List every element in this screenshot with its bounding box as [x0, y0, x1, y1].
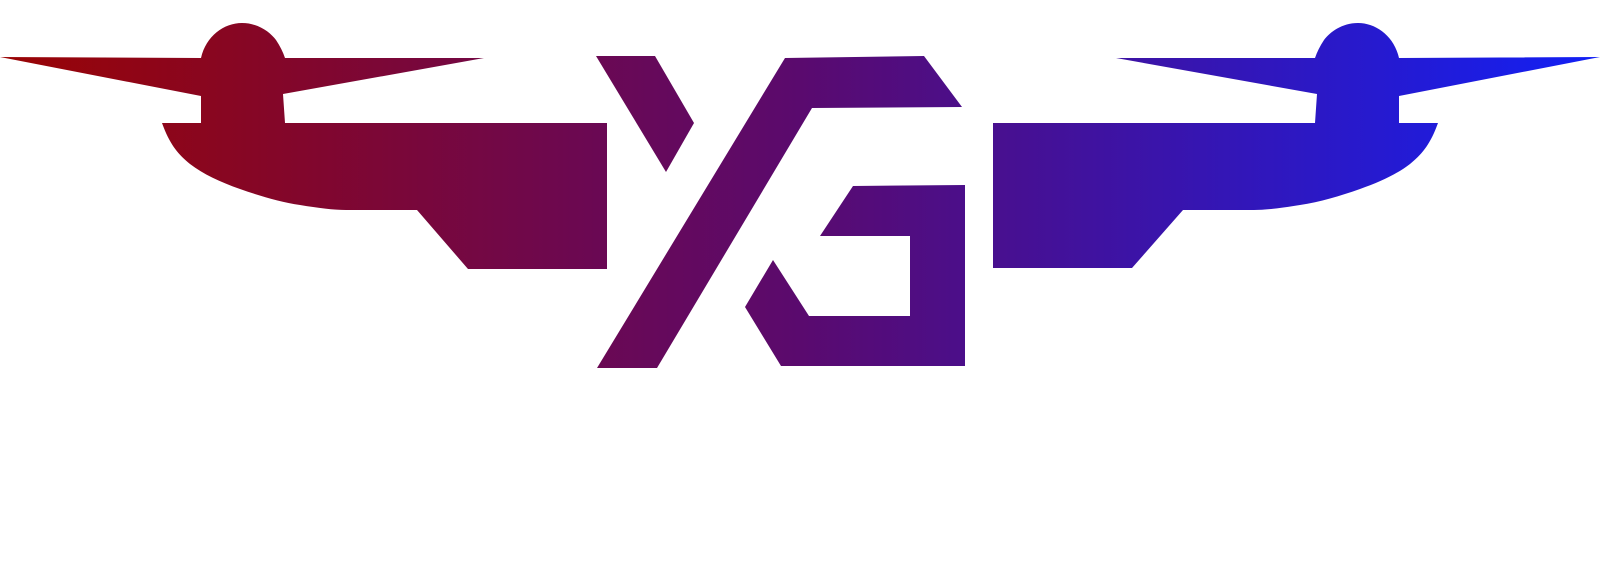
right-drone-arm-icon — [993, 23, 1600, 268]
letter-g-icon — [745, 185, 965, 366]
letter-y-icon — [596, 56, 962, 368]
left-drone-arm-icon — [0, 23, 607, 269]
